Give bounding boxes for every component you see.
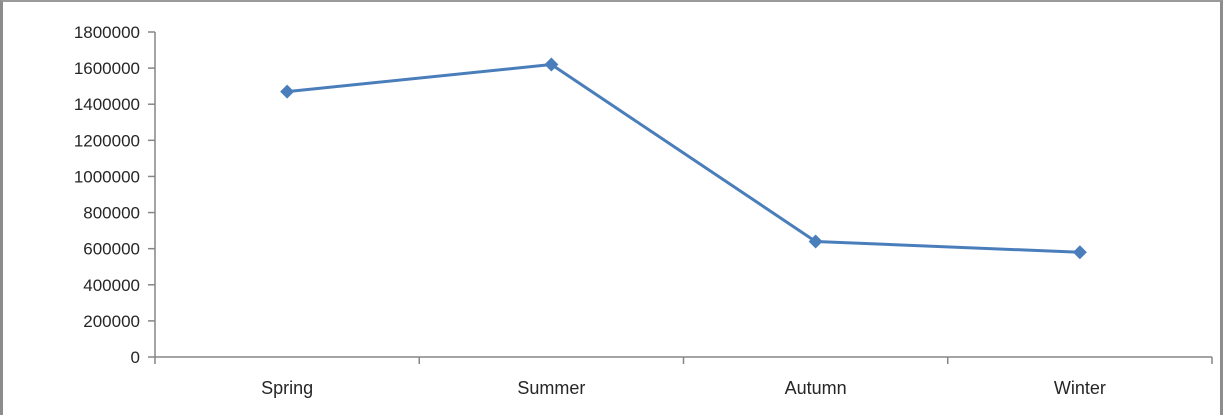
- y-tick-label: 1000000: [74, 167, 140, 186]
- y-axis: 0 200000 400000 600000 800000 1000000 1200000 1…: [74, 23, 156, 367]
- data-point-winter: [1072, 245, 1087, 260]
- y-tick-label: 400000: [83, 276, 140, 295]
- x-axis: Spring Summer Autumn Winter: [154, 356, 1213, 398]
- data-point-summer: [544, 57, 559, 72]
- y-tick-label: 1200000: [74, 131, 140, 150]
- y-tick-label: 600000: [83, 240, 140, 259]
- series-layer: [280, 57, 1087, 260]
- series-line: [286, 63, 1080, 254]
- x-tick-label: Summer: [517, 378, 585, 398]
- y-tick-label: 200000: [83, 312, 140, 331]
- x-tick-label: Autumn: [785, 378, 847, 398]
- y-tick-label: 0: [131, 348, 140, 367]
- data-point-spring: [280, 84, 295, 99]
- y-tick-label: 1400000: [74, 95, 140, 114]
- x-tick-label: Spring: [261, 378, 313, 398]
- y-tick-label: 1600000: [74, 59, 140, 78]
- data-point-autumn: [808, 234, 823, 249]
- y-tick-label: 1800000: [74, 23, 140, 42]
- y-tick-label: 800000: [83, 204, 140, 223]
- x-tick-label: Winter: [1054, 378, 1106, 398]
